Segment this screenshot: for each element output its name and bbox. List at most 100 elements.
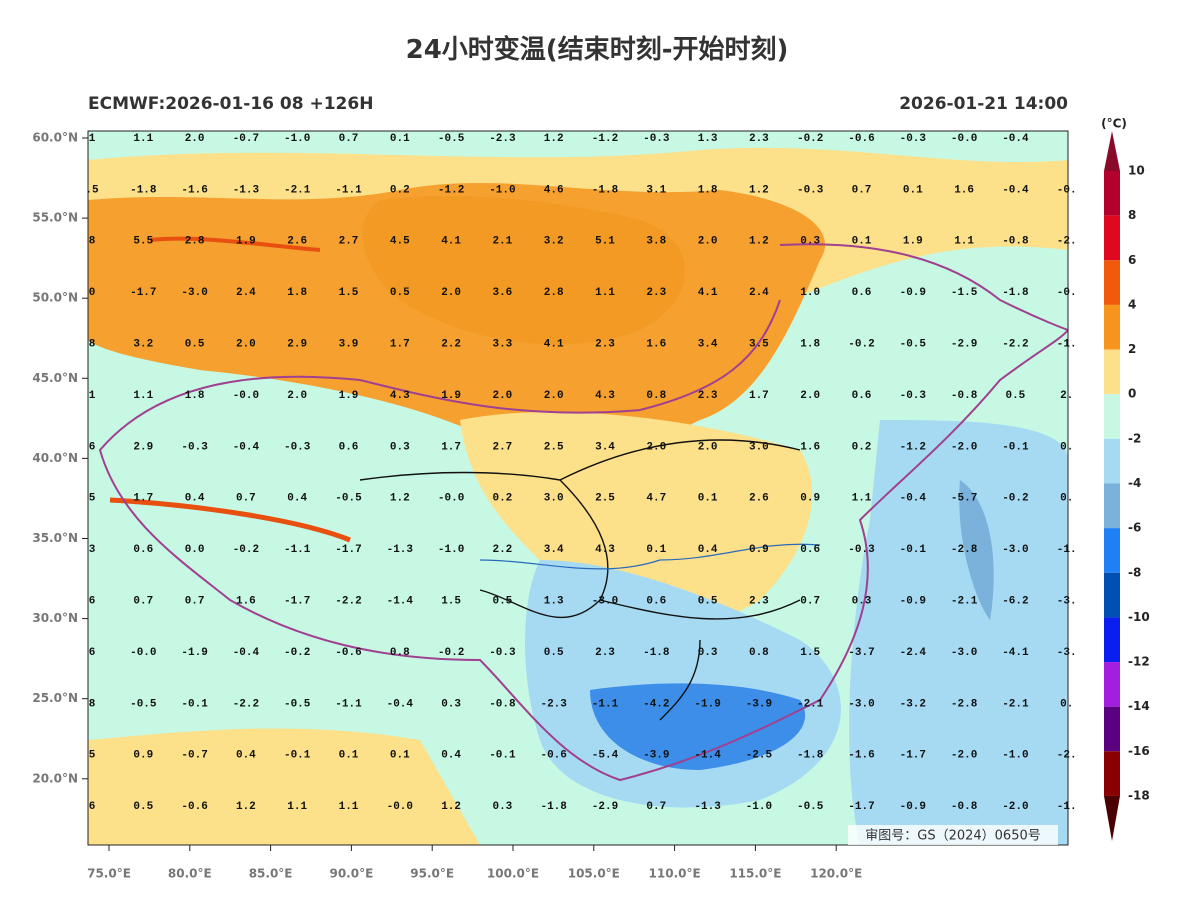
grid-value: 3.0 <box>544 493 564 505</box>
grid-value: 6 <box>89 801 96 813</box>
grid-value: 1.2 <box>390 493 410 505</box>
grid-value: 0.6 <box>646 596 666 608</box>
grid-value: 3.3 <box>492 339 512 351</box>
grid-value: 0.9 <box>133 750 153 762</box>
grid-value: -2.1 <box>797 698 824 710</box>
grid-value: -1.7 <box>284 596 310 608</box>
colorbar-segment <box>1104 662 1120 707</box>
lat-label: 60.0°N <box>32 131 78 145</box>
grid-value: -0.0 <box>387 801 413 813</box>
grid-value: -0.5 <box>438 133 465 145</box>
grid-value: 4.3 <box>595 390 615 402</box>
run-info: ECMWF:2026-01-16 08 +126H <box>88 94 373 114</box>
grid-value: 3.5 <box>749 339 769 351</box>
grid-value: -1.0 <box>746 801 772 813</box>
grid-value: 0.2 <box>390 184 410 196</box>
grid-value: 6 <box>89 596 96 608</box>
lat-label: 25.0°N <box>32 691 78 705</box>
grid-value: 0.7 <box>236 493 256 505</box>
grid-value: 1.1 <box>287 801 307 813</box>
colorbar-unit: (°C) <box>1101 117 1127 131</box>
grid-value: -1.8 <box>643 647 670 659</box>
grid-value: 2.9 <box>133 441 153 453</box>
grid-value: -1. <box>1057 339 1077 351</box>
grid-value: .5 <box>85 184 99 196</box>
colorbar-label: -10 <box>1128 610 1150 624</box>
grid-value: -0.3 <box>284 441 311 453</box>
grid-value: 0.2 <box>852 441 872 453</box>
approval-box <box>848 825 1058 845</box>
grid-value: 0.1 <box>646 544 666 556</box>
grid-value: 5.5 <box>133 236 153 248</box>
grid-value: -0.6 <box>181 801 207 813</box>
grid-value: -0. <box>1057 184 1077 196</box>
grid-value: 1.1 <box>595 287 615 299</box>
colorbar-segment <box>1104 751 1120 796</box>
grid-value: 2.6 <box>287 236 307 248</box>
grid-value: 2.7 <box>339 236 359 248</box>
grid-value: 2.0 <box>800 390 820 402</box>
grid-value: 0.1 <box>903 184 923 196</box>
grid-value: 2.4 <box>236 287 256 299</box>
colorbar-segment <box>1104 572 1120 618</box>
grid-value: 1.2 <box>749 184 769 196</box>
grid-value: 3.4 <box>544 544 564 556</box>
grid-value: -1.0 <box>1002 750 1028 762</box>
grid-value: -0.5 <box>130 698 157 710</box>
colorbar-segment <box>1104 349 1120 395</box>
grid-value: 2.5 <box>544 441 564 453</box>
grid-value: -0.2 <box>848 339 874 351</box>
colorbar-label: -4 <box>1128 476 1141 490</box>
grid-value: -0.5 <box>900 339 927 351</box>
grid-value: -1.3 <box>694 801 721 813</box>
grid-value: -0.8 <box>1002 236 1029 248</box>
colorbar-label: 10 <box>1128 164 1145 178</box>
colorbar-label: -14 <box>1128 699 1150 713</box>
grid-value: 0 <box>89 287 96 299</box>
grid-value: 1.8 <box>185 390 205 402</box>
grid-value: 2.3 <box>595 339 615 351</box>
grid-value: 2.8 <box>544 287 564 299</box>
grid-value: 0.4 <box>185 493 205 505</box>
grid-value: -1.8 <box>797 750 824 762</box>
colorbar-label: 2 <box>1128 342 1136 356</box>
colorbar-segment <box>1104 483 1120 529</box>
grid-value: 0. <box>1060 441 1073 453</box>
grid-value: -2.3 <box>489 133 516 145</box>
grid-value: 2.0 <box>544 390 564 402</box>
grid-value: -0.5 <box>335 493 362 505</box>
colorbar-segment <box>1104 617 1120 663</box>
grid-value: -0.3 <box>643 133 670 145</box>
grid-value: -0.2 <box>1002 493 1028 505</box>
grid-value: 2.7 <box>492 441 512 453</box>
grid-value: 3.2 <box>544 236 564 248</box>
grid-value: -2.0 <box>951 441 977 453</box>
grid-value: 8 <box>89 339 96 351</box>
grid-value: 2. <box>1060 390 1073 402</box>
colorbar-label: -8 <box>1128 565 1141 579</box>
grid-value: 1.2 <box>749 236 769 248</box>
grid-value: 1.9 <box>236 236 256 248</box>
grid-value: 1.2 <box>544 133 564 145</box>
grid-value: -1. <box>1057 801 1077 813</box>
grid-value: 1.7 <box>749 390 769 402</box>
grid-value: -0.2 <box>284 647 310 659</box>
grid-value: -0.8 <box>489 698 516 710</box>
grid-value: 1.0 <box>800 287 820 299</box>
grid-value: 1 <box>89 133 96 145</box>
grid-value: -2.0 <box>1002 801 1028 813</box>
grid-value: -0.0 <box>951 133 977 145</box>
grid-value: 0.8 <box>749 647 769 659</box>
grid-value: 0.1 <box>339 750 359 762</box>
grid-value: 0.9 <box>800 493 820 505</box>
grid-value: 1.1 <box>133 133 153 145</box>
grid-value: -3.9 <box>746 698 772 710</box>
grid-value: 6 <box>89 441 96 453</box>
grid-value: -0.1 <box>181 698 208 710</box>
grid-value: -3.7 <box>848 647 874 659</box>
grid-value: 3.8 <box>646 236 666 248</box>
grid-value: 1.5 <box>339 287 359 299</box>
grid-value: -5.7 <box>951 493 977 505</box>
grid-value: -0.3 <box>848 544 875 556</box>
